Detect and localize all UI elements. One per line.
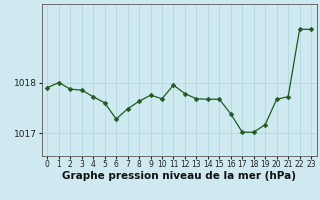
X-axis label: Graphe pression niveau de la mer (hPa): Graphe pression niveau de la mer (hPa) [62,171,296,181]
